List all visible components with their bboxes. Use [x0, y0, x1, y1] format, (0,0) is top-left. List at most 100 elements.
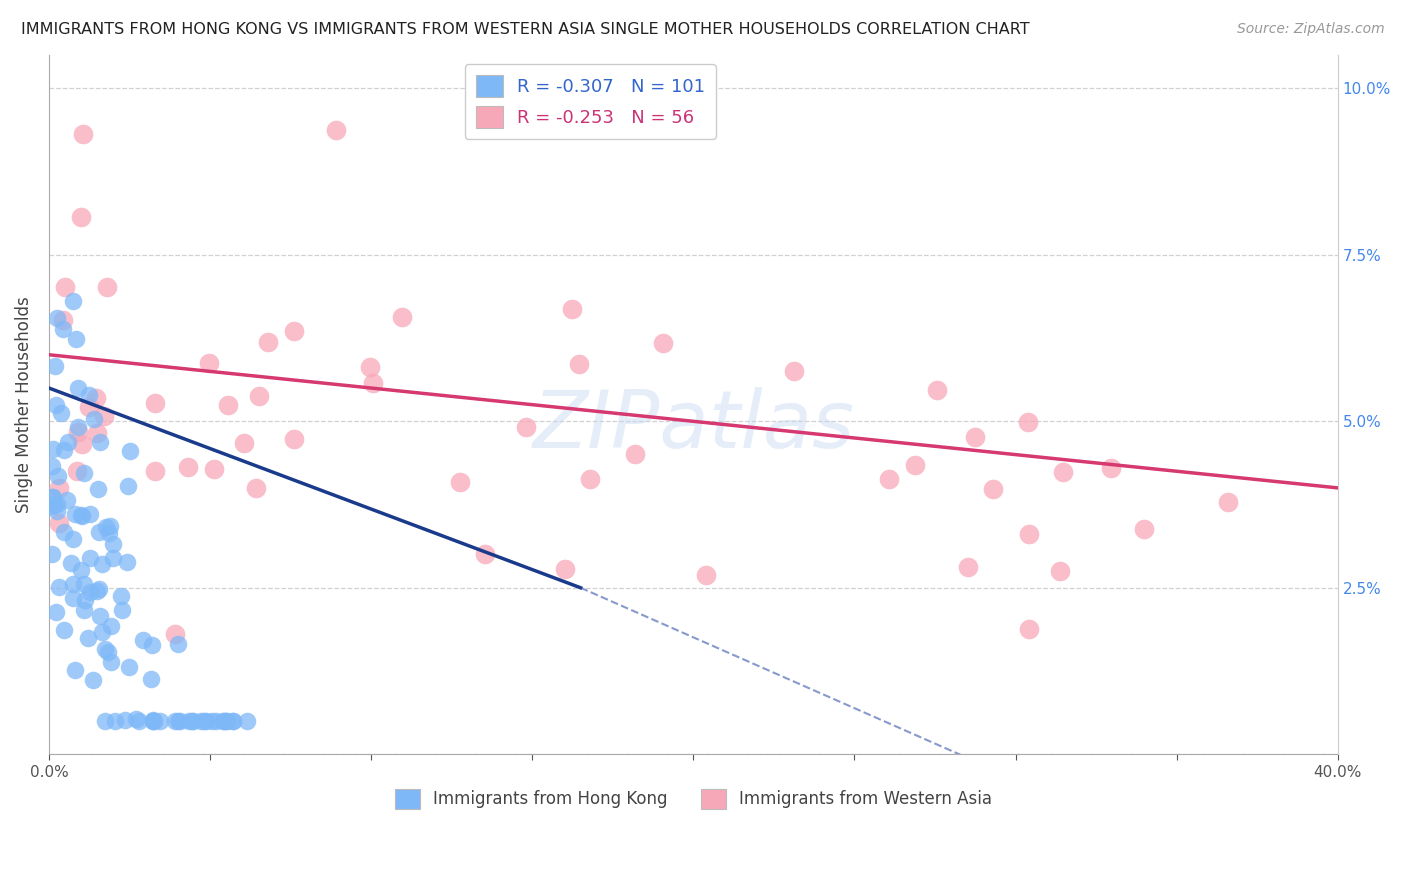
Point: [193, 714, 215, 728]
Point: [579, 472, 602, 486]
Point: [52, 322, 75, 336]
Point: [104, 714, 127, 728]
Point: [117, 660, 139, 674]
Point: [194, 714, 217, 728]
Point: [139, 673, 162, 687]
Point: [91, 624, 114, 639]
Point: [67, 381, 90, 395]
Point: [283, 324, 305, 338]
Point: [114, 714, 136, 728]
Point: [965, 430, 987, 444]
Point: [62, 577, 84, 591]
Point: [46, 468, 69, 483]
Point: [84, 392, 107, 406]
Point: [120, 444, 142, 458]
Point: [87, 582, 110, 596]
Point: [91, 557, 114, 571]
Point: [1052, 465, 1074, 479]
Point: [93, 409, 115, 423]
Point: [1018, 527, 1040, 541]
Point: [70, 210, 93, 224]
Point: [449, 475, 471, 490]
Point: [222, 714, 245, 728]
Point: [561, 302, 583, 317]
Point: [66, 464, 89, 478]
Point: [169, 714, 191, 728]
Text: Source: ZipAtlas.com: Source: ZipAtlas.com: [1237, 22, 1385, 37]
Point: [98, 519, 121, 533]
Point: [221, 714, 243, 728]
Point: [391, 310, 413, 325]
Point: [62, 293, 84, 308]
Point: [52, 312, 75, 326]
Point: [177, 714, 200, 728]
Point: [73, 603, 96, 617]
Point: [877, 472, 900, 486]
Point: [110, 589, 132, 603]
Point: [125, 712, 148, 726]
Point: [143, 464, 166, 478]
Point: [215, 714, 238, 728]
Point: [83, 412, 105, 426]
Point: [117, 479, 139, 493]
Point: [217, 714, 239, 728]
Point: [45, 398, 67, 412]
Point: [211, 714, 233, 728]
Point: [103, 537, 125, 551]
Point: [77, 388, 100, 402]
Point: [52, 623, 75, 637]
Point: [53, 443, 76, 458]
Point: [474, 548, 496, 562]
Point: [143, 396, 166, 410]
Point: [217, 398, 239, 412]
Point: [165, 627, 187, 641]
Point: [82, 673, 104, 687]
Point: [142, 714, 165, 728]
Point: [1099, 461, 1122, 475]
Point: [97, 645, 120, 659]
Point: [904, 458, 927, 472]
Point: [198, 356, 221, 370]
Point: [956, 560, 979, 574]
Point: [72, 127, 94, 141]
Point: [233, 436, 256, 450]
Point: [96, 280, 118, 294]
Point: [148, 714, 170, 728]
Point: [143, 714, 166, 728]
Point: [652, 336, 675, 351]
Point: [94, 714, 117, 728]
Point: [48, 516, 70, 530]
Point: [62, 591, 84, 606]
Text: IMMIGRANTS FROM HONG KONG VS IMMIGRANTS FROM WESTERN ASIA SINGLE MOTHER HOUSEHOL: IMMIGRANTS FROM HONG KONG VS IMMIGRANTS …: [21, 22, 1029, 37]
Point: [87, 482, 110, 496]
Point: [180, 714, 202, 728]
Point: [200, 714, 222, 728]
Point: [257, 334, 280, 349]
Point: [142, 713, 165, 727]
Point: [70, 508, 93, 522]
Point: [79, 585, 101, 599]
Point: [63, 663, 86, 677]
Point: [79, 507, 101, 521]
Point: [44, 498, 66, 512]
Point: [1218, 495, 1240, 509]
Point: [56, 492, 79, 507]
Point: [202, 462, 225, 476]
Point: [65, 332, 87, 346]
Point: [55, 280, 77, 294]
Point: [624, 447, 647, 461]
Point: [45, 605, 67, 619]
Point: [72, 436, 94, 450]
Point: [167, 714, 190, 728]
Point: [89, 435, 111, 450]
Point: [73, 467, 96, 481]
Point: [245, 481, 267, 495]
Point: [89, 609, 111, 624]
Point: [48, 481, 70, 495]
Point: [1132, 523, 1154, 537]
Point: [205, 714, 228, 728]
Point: [783, 364, 806, 378]
Point: [94, 642, 117, 657]
Point: [41, 547, 63, 561]
Point: [42, 490, 65, 504]
